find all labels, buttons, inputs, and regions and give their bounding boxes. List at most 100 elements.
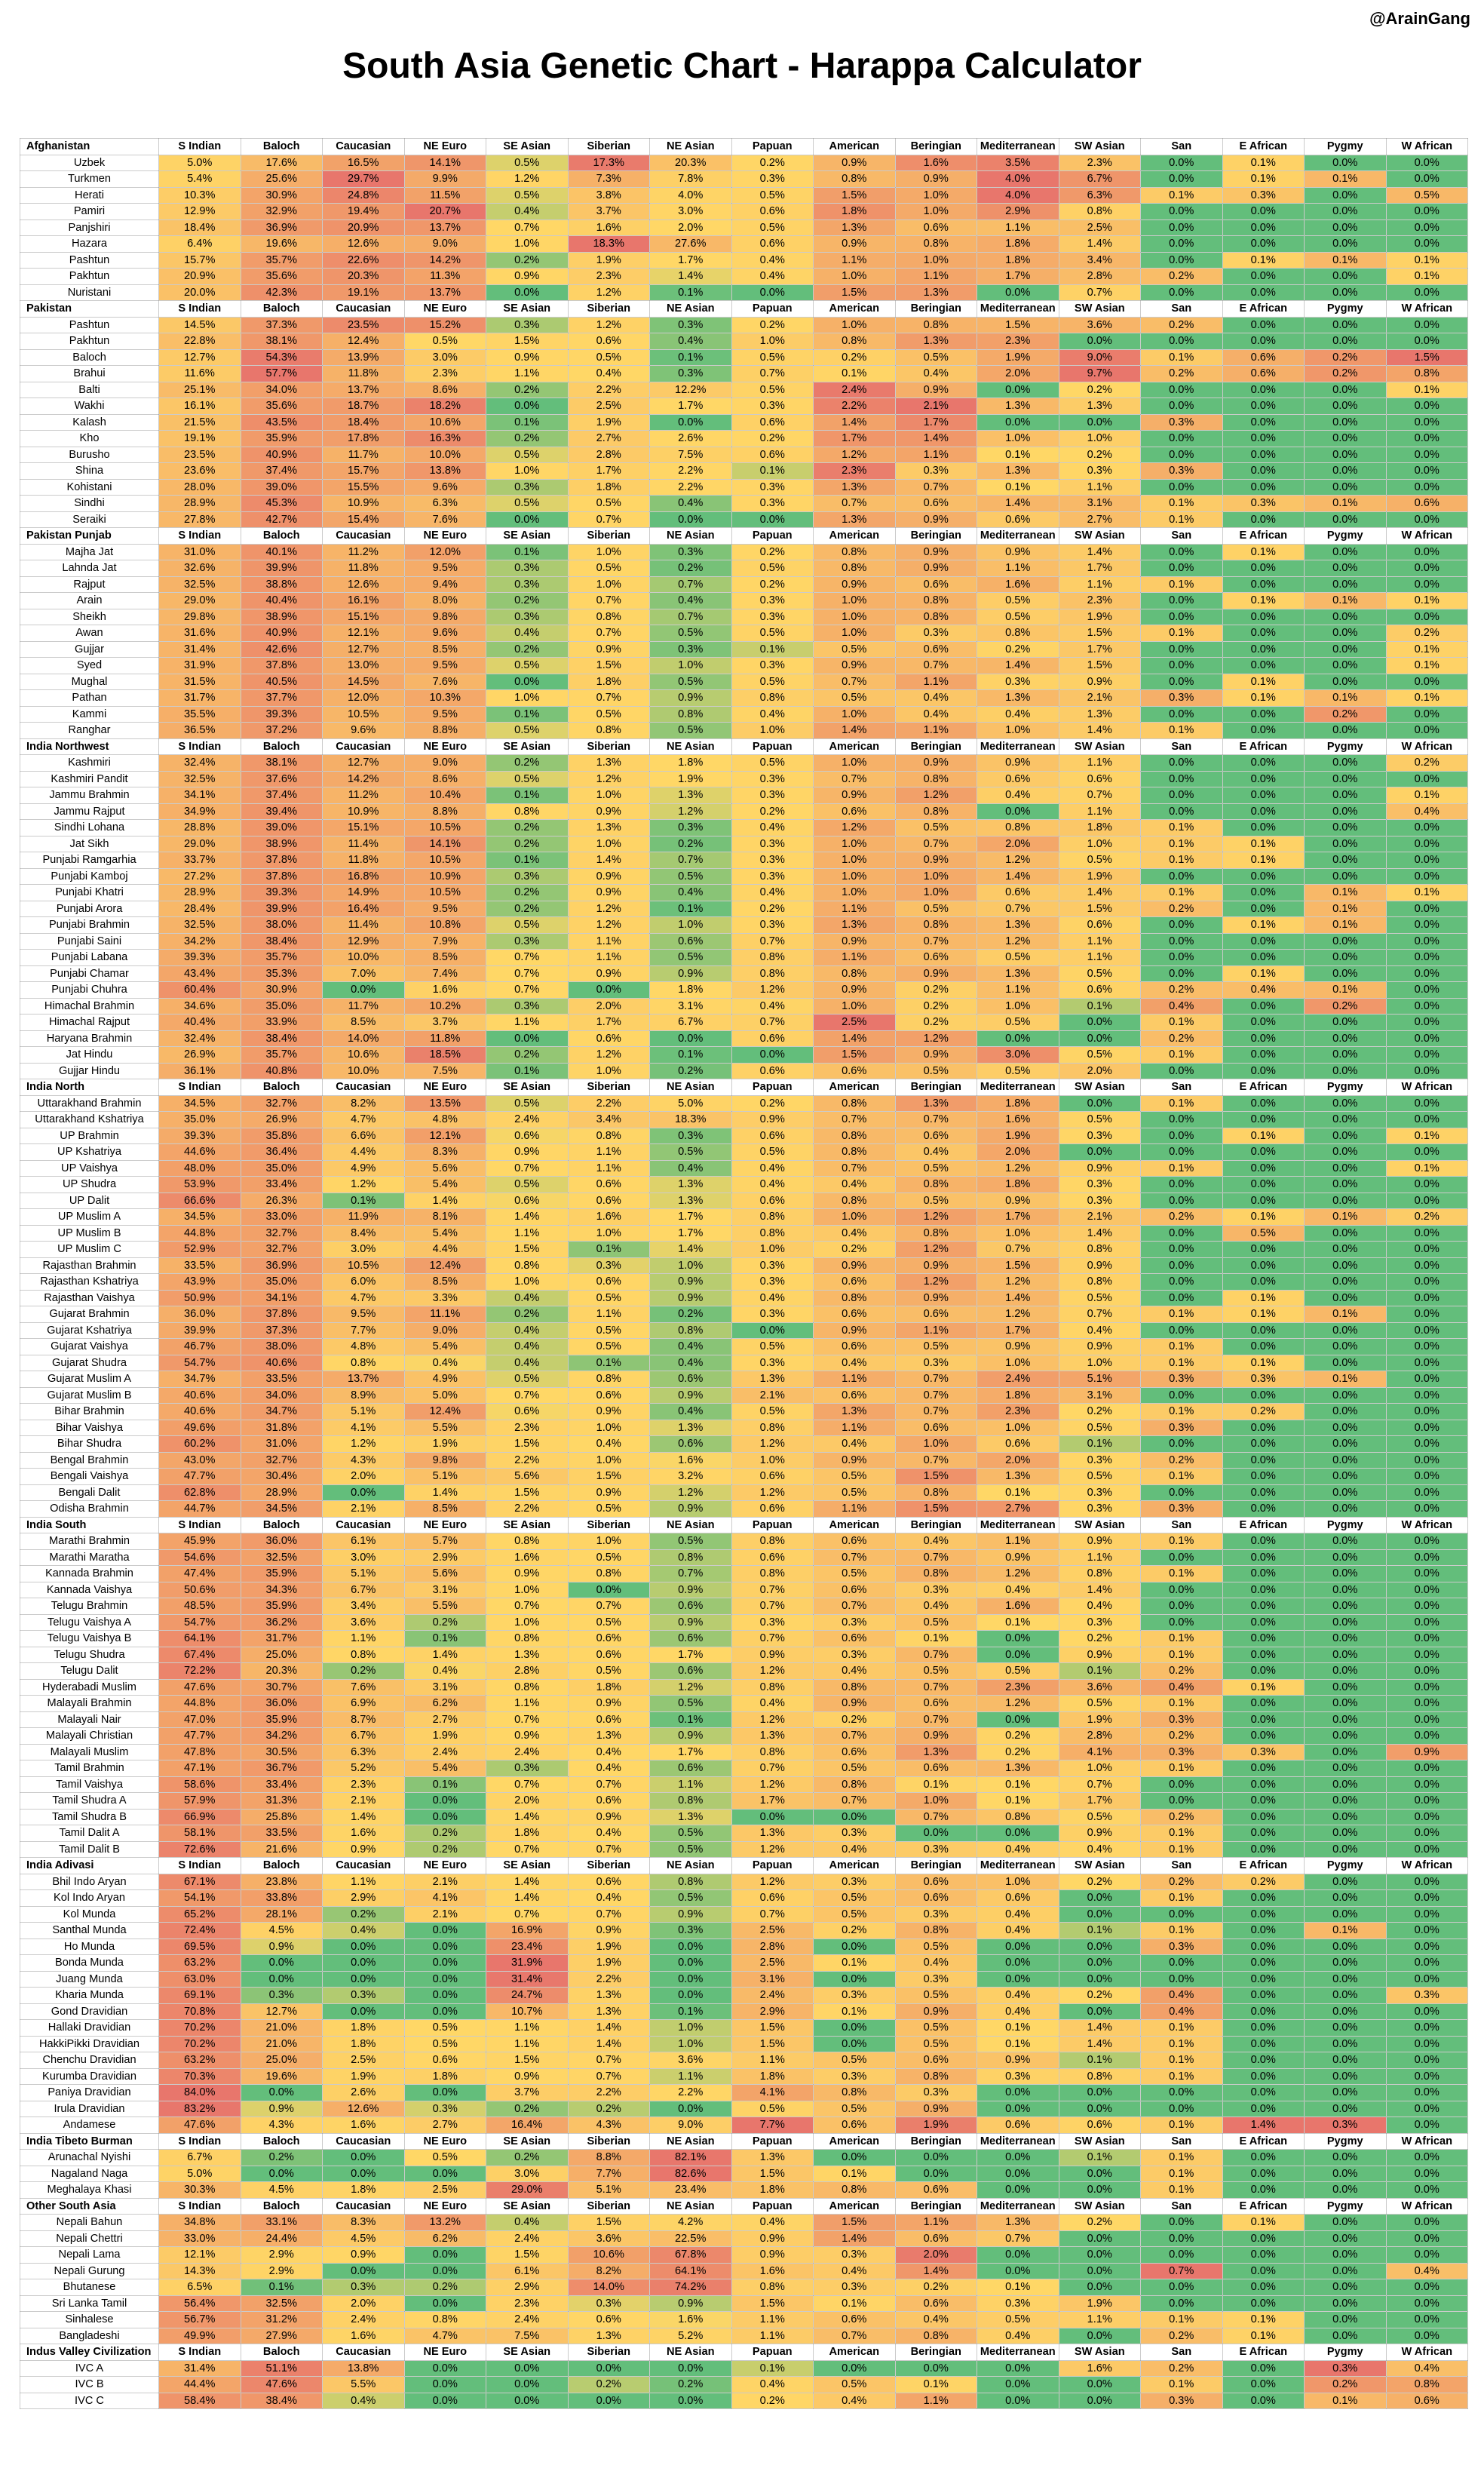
value-cell: 0.1% bbox=[486, 705, 569, 723]
value-cell: 0.0% bbox=[1385, 203, 1468, 220]
value-cell: 0.0% bbox=[1385, 1257, 1468, 1274]
value-cell: 1.6% bbox=[322, 1825, 405, 1842]
table-row: UP Vaishya 48.0% 35.0% 4.9% 5.6% 0.7% 1.1% 0.4%… bbox=[20, 1159, 1468, 1177]
value-cell: 5.2% bbox=[649, 2327, 732, 2344]
value-cell: 1.4% bbox=[1058, 884, 1141, 901]
value-cell: 22.5% bbox=[649, 2230, 732, 2247]
value-cell: 22.8% bbox=[158, 333, 241, 350]
value-cell: 1.3% bbox=[649, 787, 732, 804]
value-cell: 0.4% bbox=[649, 884, 732, 901]
value-cell: 0.0% bbox=[1140, 965, 1223, 982]
value-cell: 0.1% bbox=[1140, 1695, 1223, 1712]
value-cell: 0.9% bbox=[894, 2100, 977, 2117]
value-cell: 0.2% bbox=[486, 1046, 569, 1064]
value-cell: 36.4% bbox=[240, 1143, 323, 1161]
population-name: Telugu Vaishya A bbox=[20, 1613, 159, 1631]
value-cell: 0.7% bbox=[894, 1808, 977, 1825]
value-cell: 1.1% bbox=[567, 1159, 650, 1177]
value-cell: 0.6% bbox=[731, 1468, 814, 1485]
value-cell: 64.1% bbox=[649, 2262, 732, 2279]
population-name: Rajasthan Vaishya bbox=[20, 1289, 159, 1306]
value-cell: 10.5% bbox=[403, 884, 486, 901]
value-cell: 0.0% bbox=[1385, 981, 1468, 999]
value-cell: 35.0% bbox=[240, 997, 323, 1015]
value-cell: 0.4% bbox=[486, 1321, 569, 1339]
population-name: Nepali Lama bbox=[20, 2246, 159, 2264]
value-cell: 1.5% bbox=[731, 2035, 814, 2052]
value-cell: 0.0% bbox=[1222, 1257, 1305, 1274]
value-cell: 0.3% bbox=[486, 560, 569, 577]
column-header: SW Asian bbox=[1058, 2344, 1141, 2361]
value-cell: 1.4% bbox=[977, 1289, 1059, 1306]
value-cell: 0.0% bbox=[1304, 1565, 1387, 1582]
column-header: NE Euro bbox=[403, 527, 486, 545]
value-cell: 14.2% bbox=[322, 770, 405, 787]
value-cell: 0.0% bbox=[977, 1711, 1059, 1728]
value-cell: 0.9% bbox=[813, 1257, 896, 1274]
value-cell: 2.1% bbox=[1058, 1208, 1141, 1226]
column-header: Pygmy bbox=[1304, 1857, 1387, 1874]
value-cell: 0.4% bbox=[813, 2392, 896, 2409]
value-cell: 0.7% bbox=[486, 1386, 569, 1404]
value-cell: 0.1% bbox=[1140, 1094, 1223, 1112]
value-cell: 0.2% bbox=[486, 835, 569, 852]
value-cell: 3.5% bbox=[977, 154, 1059, 171]
value-cell: 0.3% bbox=[1140, 413, 1223, 431]
value-cell: 0.0% bbox=[977, 2165, 1059, 2182]
value-cell: 6.2% bbox=[403, 1695, 486, 1712]
value-cell: 0.2% bbox=[1058, 1630, 1141, 1647]
value-cell: 0.8% bbox=[813, 1678, 896, 1696]
value-cell: 0.6% bbox=[894, 1419, 977, 1436]
population-name: Kharia Munda bbox=[20, 1987, 159, 2004]
value-cell: 2.5% bbox=[813, 1014, 896, 1031]
value-cell: 0.0% bbox=[1222, 1419, 1305, 1436]
value-cell: 43.0% bbox=[158, 1451, 241, 1469]
column-header: Mediterranean bbox=[977, 1079, 1059, 1096]
value-cell: 0.8% bbox=[486, 803, 569, 820]
value-cell: 0.0% bbox=[322, 2262, 405, 2279]
value-cell: 40.6% bbox=[240, 1354, 323, 1371]
value-cell: 0.0% bbox=[1385, 154, 1468, 171]
value-cell: 0.0% bbox=[1058, 1954, 1141, 1972]
value-cell: 0.5% bbox=[1058, 965, 1141, 982]
genetic-table: Afghanistan S Indian Baloch Caucasian NE Eur… bbox=[20, 138, 1468, 2409]
value-cell: 0.0% bbox=[1140, 446, 1223, 463]
value-cell: 0.0% bbox=[1058, 1970, 1141, 1988]
value-cell: 0.3% bbox=[731, 1613, 814, 1631]
value-cell: 0.5% bbox=[486, 1371, 569, 1388]
value-cell: 0.0% bbox=[1058, 1094, 1141, 1112]
value-cell: 0.1% bbox=[649, 348, 732, 366]
value-cell: 31.9% bbox=[486, 1954, 569, 1972]
value-cell: 1.5% bbox=[486, 1484, 569, 1501]
value-cell: 0.0% bbox=[403, 2359, 486, 2377]
value-cell: 0.9% bbox=[1058, 1646, 1141, 1663]
value-cell: 1.8% bbox=[403, 2067, 486, 2085]
population-name: Sri Lanka Tamil bbox=[20, 2295, 159, 2312]
value-cell: 0.8% bbox=[1058, 203, 1141, 220]
column-header: Siberian bbox=[567, 300, 650, 318]
value-cell: 0.8% bbox=[731, 1743, 814, 1760]
value-cell: 0.0% bbox=[1222, 754, 1305, 772]
value-cell: 0.0% bbox=[1222, 203, 1305, 220]
column-header: W African bbox=[1385, 1857, 1468, 1874]
value-cell: 16.1% bbox=[158, 398, 241, 415]
population-name: Punjabi Chuhra bbox=[20, 981, 159, 999]
value-cell: 2.2% bbox=[567, 1970, 650, 1988]
value-cell: 0.4% bbox=[1058, 1598, 1141, 1615]
value-cell: 11.6% bbox=[158, 365, 241, 382]
value-cell: 0.0% bbox=[1385, 2019, 1468, 2037]
value-cell: 0.2% bbox=[649, 2376, 732, 2393]
value-cell: 10.9% bbox=[322, 495, 405, 512]
value-cell: 0.4% bbox=[649, 333, 732, 350]
value-cell: 2.2% bbox=[649, 462, 732, 480]
value-cell: 1.1% bbox=[813, 949, 896, 966]
table-row: Tamil Dalit B 72.6% 21.6% 0.9% 0.2% 0.7% 0.7% 0… bbox=[20, 1840, 1468, 1858]
value-cell: 0.0% bbox=[1222, 219, 1305, 236]
value-cell: 8.6% bbox=[403, 770, 486, 787]
value-cell: 3.0% bbox=[322, 1241, 405, 1258]
value-cell: 40.4% bbox=[158, 1014, 241, 1031]
value-cell: 0.8% bbox=[894, 592, 977, 609]
value-cell: 1.1% bbox=[567, 932, 650, 950]
value-cell: 0.0% bbox=[1304, 2100, 1387, 2117]
value-cell: 0.0% bbox=[1222, 1468, 1305, 1485]
